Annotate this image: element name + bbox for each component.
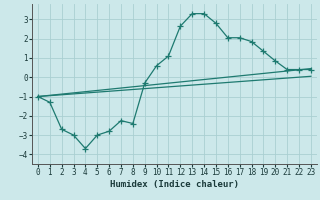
X-axis label: Humidex (Indice chaleur): Humidex (Indice chaleur) (110, 180, 239, 189)
